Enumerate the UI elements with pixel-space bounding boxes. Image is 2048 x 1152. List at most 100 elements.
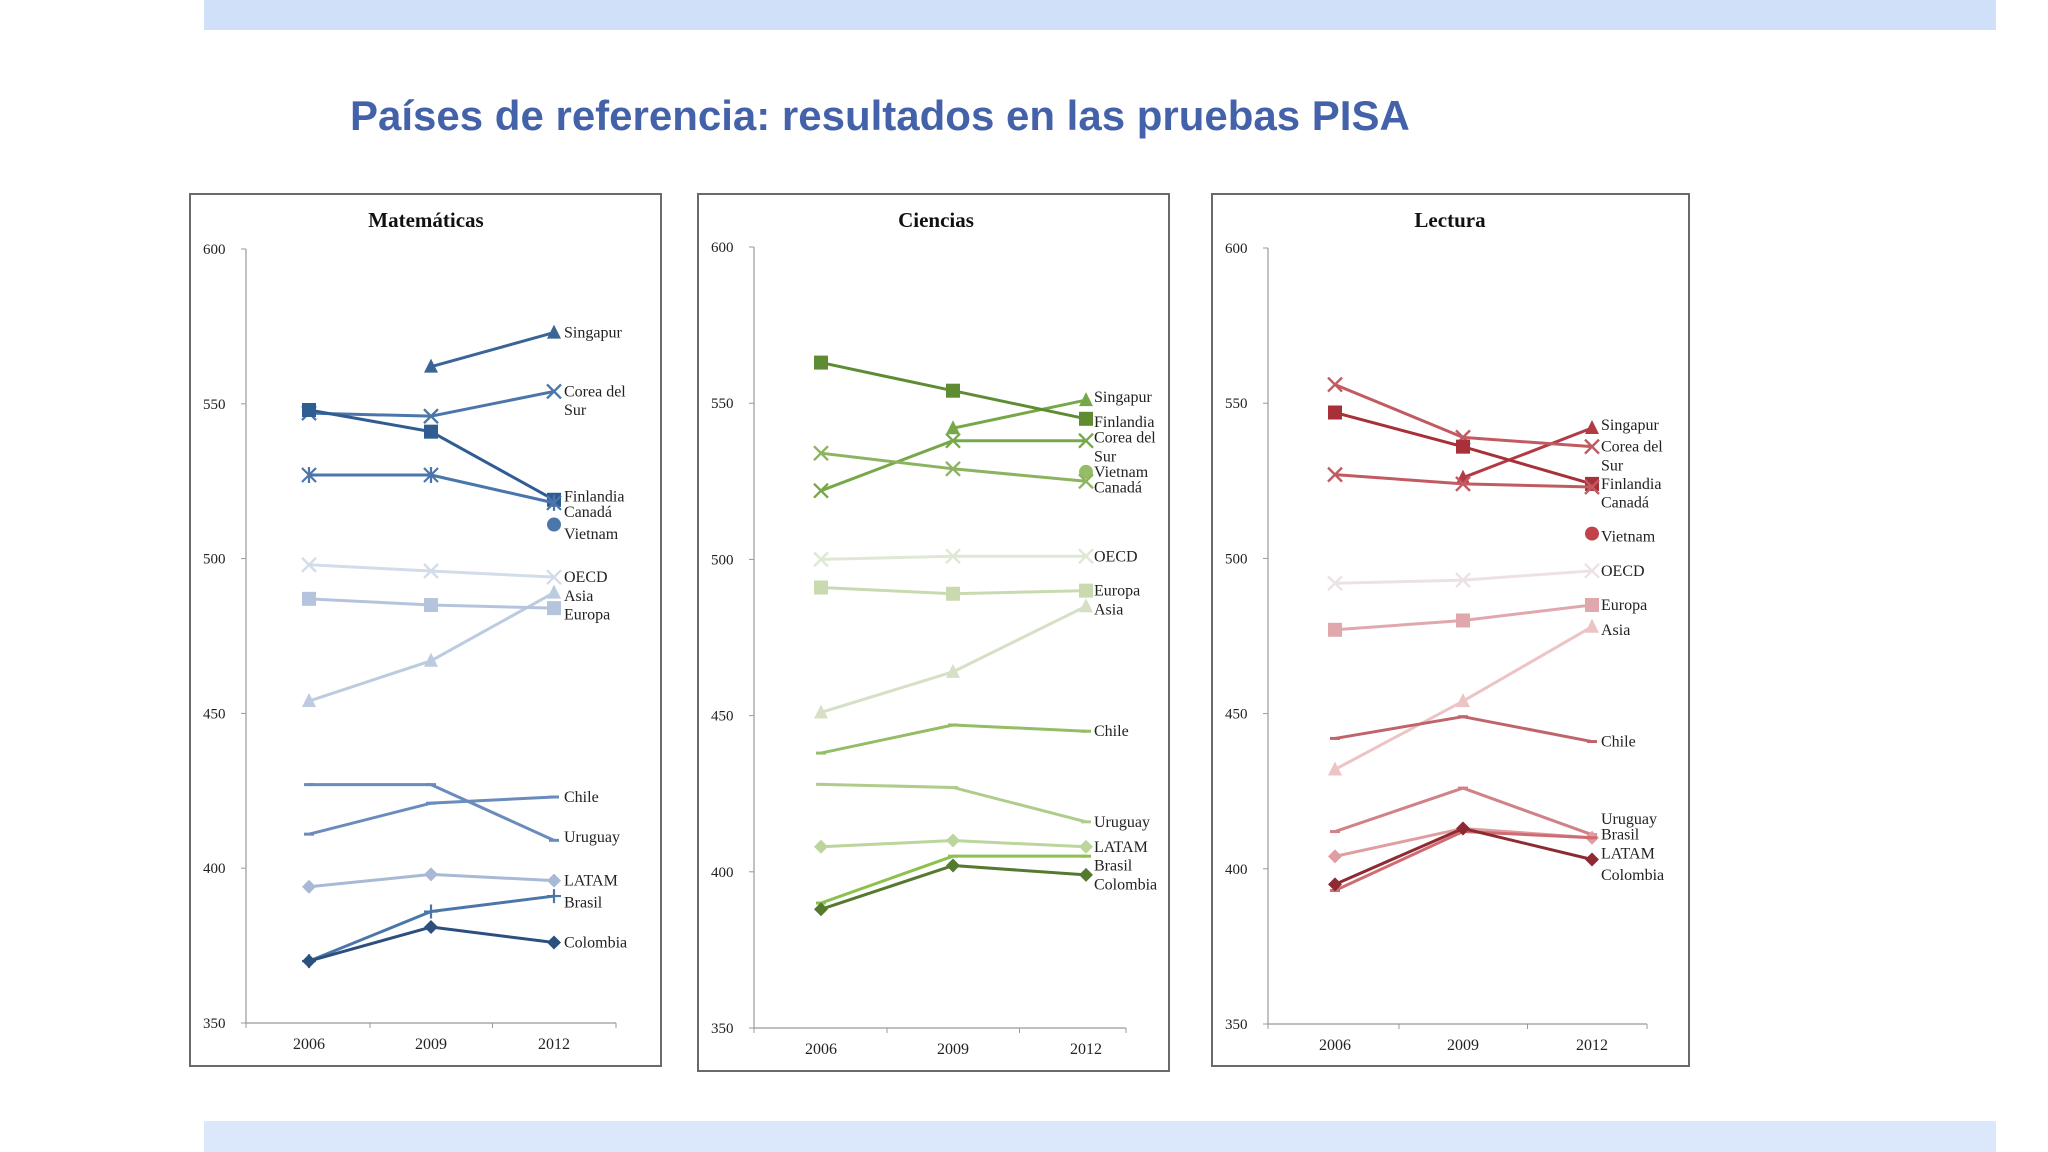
series-label-asia: Asia [1601, 622, 1630, 639]
point-asia [302, 693, 316, 708]
point-latam [547, 873, 561, 888]
y-tick-label: 400 [203, 861, 226, 877]
x-tick-label: 2006 [805, 1041, 837, 1058]
series-label-oecd: OECD [1094, 548, 1138, 565]
point-asia [1456, 693, 1470, 708]
series-label-chile: Chile [1601, 734, 1636, 751]
point-canada [546, 494, 562, 511]
point-brasil [424, 904, 438, 919]
point-europa [547, 601, 561, 616]
point-colombia [814, 902, 828, 917]
chart-panel-lectura: Lectura 350 400 450 500 550 600 2006 2009 2012 Sin… [1211, 193, 1690, 1067]
point-colombia [1456, 821, 1470, 836]
point-corea-del-sur [945, 432, 961, 449]
series-label-europa: Europa [1094, 583, 1140, 600]
point-finlandia [1585, 476, 1599, 491]
point-corea-del-sur [1078, 432, 1094, 449]
point-europa [424, 598, 438, 613]
point-europa [1585, 597, 1599, 612]
y-tick-label: 400 [711, 865, 734, 881]
y-tick-label: 450 [1225, 707, 1248, 723]
point-oecd [813, 551, 829, 568]
series-label-oecd: OECD [564, 569, 608, 586]
point-vietnam [1079, 464, 1093, 479]
y-tick-label: 350 [203, 1016, 226, 1032]
series-line-uruguay [309, 783, 555, 842]
point-finlandia [946, 383, 960, 398]
y-tick-label: 600 [203, 242, 226, 258]
series-label-sur: Sur [564, 402, 587, 419]
series-label-uruguay: Uruguay [1094, 814, 1150, 831]
point-colombia [547, 935, 561, 950]
y-tick-label: 600 [711, 240, 734, 256]
point-colombia [1079, 867, 1093, 882]
chart-svg: Ciencias 350 400 450 500 550 600 2006 2009 2012 Si… [711, 208, 1157, 1058]
point-singapur [424, 358, 438, 373]
point-canada [945, 460, 961, 477]
series-label-colombia: Colombia [564, 935, 627, 952]
series-label-latam: LATAM [1601, 845, 1655, 862]
series-label-brasil: Brasil [564, 894, 603, 911]
series-label-singapur: Singapur [564, 325, 622, 342]
x-tick-label: 2006 [1319, 1037, 1351, 1054]
point-canada [423, 467, 439, 484]
chart-panel-matematicas: Matemáticas 350 400 450 500 550 600 2006 2009 201… [189, 193, 662, 1067]
point-singapur [1079, 392, 1093, 407]
series-label-vietnam: Vietnam [564, 526, 619, 543]
point-europa [1079, 583, 1093, 598]
series-line-brasil [1334, 830, 1593, 892]
point-finlandia [1328, 405, 1342, 420]
y-tick-label: 550 [711, 396, 734, 412]
point-corea-del-sur [423, 408, 439, 425]
series-label-corea-del: Corea del [1601, 439, 1663, 456]
x-tick-label: 2012 [1070, 1041, 1102, 1058]
series-label-finlandia: Finlandia [1601, 476, 1661, 493]
point-oecd [1078, 548, 1094, 565]
series-label-latam: LATAM [1094, 839, 1148, 856]
series-label-europa: Europa [564, 606, 610, 623]
y-tick-label: 450 [203, 706, 226, 722]
chart-svg: Matemáticas 350 400 450 500 550 600 2006 2009 201… [203, 208, 627, 1053]
point-europa [814, 580, 828, 595]
series-label-singapur: Singapur [1601, 417, 1659, 434]
point-canada [813, 445, 829, 462]
series-line-uruguay [820, 782, 1087, 824]
series-label-asia: Asia [564, 588, 593, 605]
series-label-canada: Canadá [1094, 480, 1142, 497]
series-label-sur: Sur [1601, 457, 1624, 474]
y-tick-label: 350 [1225, 1017, 1248, 1033]
point-finlandia [424, 424, 438, 439]
x-tick-label: 2012 [538, 1036, 570, 1053]
point-colombia [1328, 877, 1342, 892]
series-line-corea-del-sur [308, 389, 555, 418]
point-finlandia [302, 402, 316, 417]
series-label-uruguay: Uruguay [1601, 811, 1657, 828]
point-latam [1079, 839, 1093, 854]
series-label-latam: LATAM [564, 873, 618, 890]
point-canada [1584, 479, 1600, 495]
point-finlandia [1456, 439, 1470, 454]
series-label-vietnam: Vietnam [1094, 464, 1149, 481]
point-asia [424, 652, 438, 667]
series-label-uruguay: Uruguay [564, 829, 620, 846]
series-label-colombia: Colombia [1094, 876, 1157, 893]
series-label-sur: Sur [1094, 448, 1117, 465]
point-latam [814, 839, 828, 854]
series-label-singapur: Singapur [1094, 389, 1152, 406]
point-europa [1456, 613, 1470, 628]
point-canada [301, 467, 317, 484]
chart-title: Ciencias [898, 208, 974, 232]
y-tick-label: 500 [1225, 551, 1248, 567]
chart-panel-ciencias: Ciencias 350 400 450 500 550 600 2006 2009 2012 Si… [697, 193, 1170, 1072]
point-latam [1328, 849, 1342, 864]
y-tick-label: 600 [1225, 241, 1248, 257]
point-europa [302, 591, 316, 606]
x-tick-label: 2009 [415, 1036, 447, 1053]
point-colombia [424, 920, 438, 935]
point-oecd [1584, 562, 1600, 579]
series-label-canada: Canadá [1601, 495, 1649, 512]
point-oecd [546, 569, 562, 586]
series-label-chile: Chile [1094, 723, 1129, 740]
point-corea-del-sur [1327, 376, 1343, 393]
slide-title: Países de referencia: resultados en las … [350, 92, 1410, 139]
